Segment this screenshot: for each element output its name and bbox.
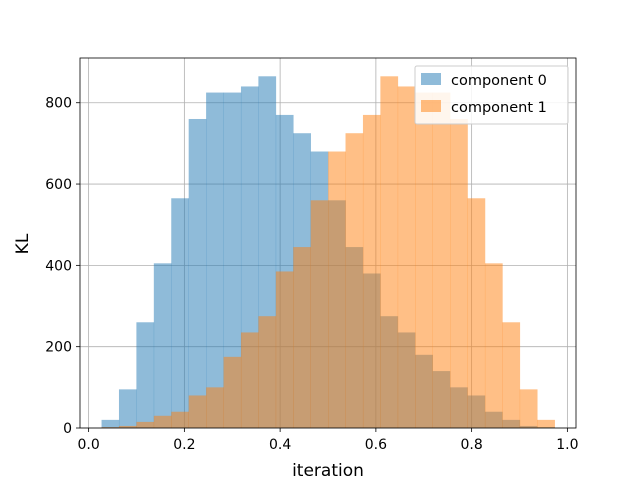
histogram-bar — [293, 247, 311, 428]
histogram-bar — [258, 316, 277, 428]
ticks-layer: 0.0 0.2 0.4 0.6 0.8 1.0 0 200 400 600 800 — [45, 96, 578, 453]
histogram-bar — [310, 200, 329, 428]
y-tick-label: 0 — [63, 421, 72, 437]
histogram-bar — [519, 389, 538, 428]
x-tick-label: 0.4 — [269, 437, 291, 453]
histogram-bar — [502, 322, 521, 428]
histogram-bar — [153, 415, 172, 428]
histogram-bar — [432, 92, 451, 429]
histogram-bar — [206, 387, 224, 428]
axes-frame — [79, 57, 577, 429]
histogram-bar — [275, 271, 294, 428]
axes-layer — [79, 57, 577, 429]
histogram-bar — [223, 356, 242, 428]
legend-label-component-0: component 0 — [451, 73, 547, 89]
x-tick-label: 0.2 — [173, 437, 195, 453]
histogram-bar — [171, 411, 189, 428]
legend-swatch-component-1 — [421, 100, 441, 112]
y-tick-label: 600 — [45, 177, 72, 193]
histogram-bar — [206, 92, 224, 429]
histogram-bar — [171, 198, 189, 428]
y-axis-label: KL — [13, 233, 33, 254]
histogram-bar — [380, 76, 399, 429]
histogram-bar — [240, 332, 259, 428]
histogram-bar — [101, 419, 120, 428]
y-tick-label: 800 — [45, 96, 72, 112]
histogram-bar — [415, 92, 433, 429]
histogram-bar — [362, 114, 381, 428]
histogram-bar — [188, 395, 207, 428]
histogram-bar — [101, 427, 120, 428]
histogram-bar — [397, 86, 416, 428]
y-tick-label: 400 — [45, 258, 72, 274]
x-axis-label: iteration — [292, 461, 364, 480]
histogram-bar — [467, 198, 486, 428]
histogram-bar — [450, 118, 468, 428]
histogram-bar — [118, 389, 137, 428]
x-tick-label: 1.0 — [556, 437, 578, 453]
bars-layer — [101, 76, 555, 429]
legend: component 0 component 1 — [414, 65, 569, 125]
histogram-bar — [345, 133, 364, 428]
y-tick-label: 200 — [45, 340, 72, 356]
histogram-bar — [153, 263, 172, 428]
x-tick-label: 0.6 — [365, 437, 387, 453]
histogram-bar — [537, 419, 555, 428]
histogram-bar — [136, 322, 155, 428]
legend-swatch-component-0 — [421, 73, 441, 85]
legend-label-component-1: component 1 — [451, 100, 547, 116]
x-tick-label: 0.0 — [77, 437, 99, 453]
histogram-bar — [223, 92, 242, 429]
histogram-bar — [188, 118, 207, 428]
legend-frame — [414, 65, 569, 125]
histogram-bar — [328, 151, 346, 428]
histogram-bar — [484, 263, 503, 428]
histogram-bar — [118, 425, 137, 428]
series-1-bars — [101, 76, 555, 429]
histogram-bar — [136, 421, 155, 428]
x-tick-label: 0.8 — [460, 437, 482, 453]
